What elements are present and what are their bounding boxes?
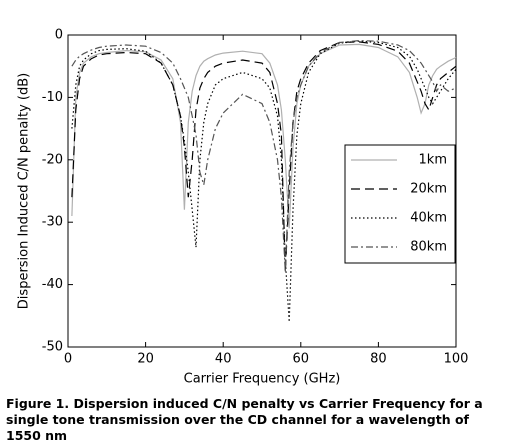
x-tick-label: 0 (64, 352, 72, 367)
x-tick-label: 80 (370, 352, 387, 367)
series-line (71, 43, 457, 229)
x-axis-label: Carrier Frequency (GHz) (184, 372, 341, 387)
plot-frame (67, 34, 457, 348)
legend-label: 1km (419, 153, 447, 168)
legend-label: 20km (410, 182, 447, 197)
series-line (71, 40, 457, 323)
y-tick-label: -50 (42, 340, 63, 355)
x-tick-label: 100 (444, 352, 469, 367)
chart: Carrier Frequency (GHz) Dispersion Induc… (17, 28, 469, 387)
x-tick-label: 60 (293, 352, 310, 367)
y-tick-label: -20 (42, 152, 63, 167)
y-tick-label: 0 (55, 28, 63, 43)
y-tick-label: -40 (42, 277, 63, 292)
legend-label: 40km (410, 211, 447, 226)
y-axis-label: Dispersion Induced C/N penalty (dB) (17, 73, 32, 309)
x-tick-label: 40 (215, 352, 232, 367)
series-line (71, 41, 457, 273)
x-tick-label: 20 (137, 352, 154, 367)
caption: Figure 1. Dispersion induced C/N penalty… (6, 396, 483, 443)
y-tick-label: -10 (42, 90, 63, 105)
legend-box (344, 144, 456, 264)
y-tick-label: -30 (42, 215, 63, 230)
legend-label: 80km (410, 240, 447, 255)
